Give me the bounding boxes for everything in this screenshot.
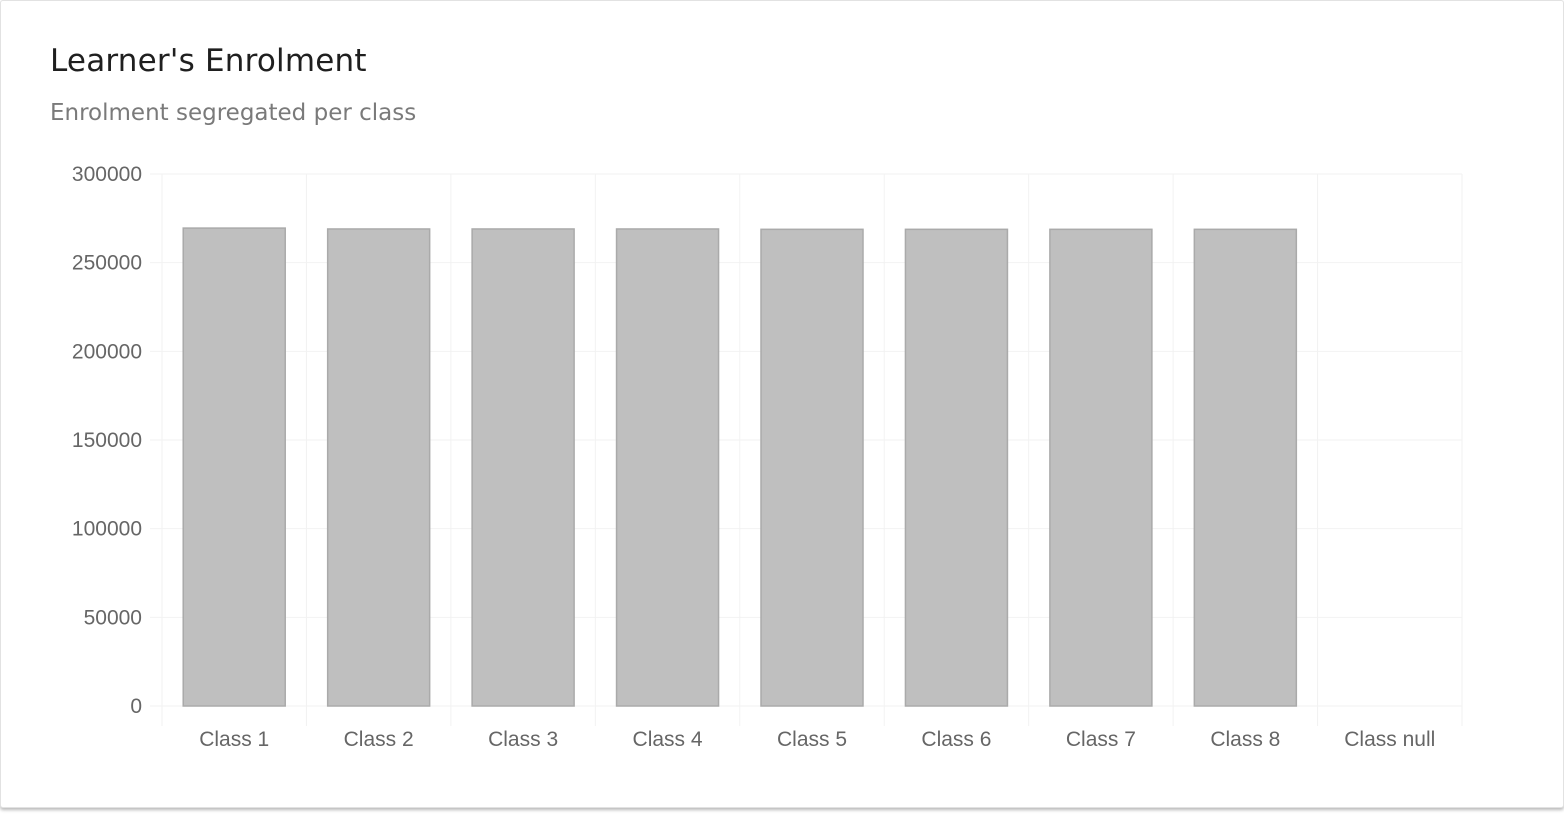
bar-class-2[interactable] [326,228,431,707]
x-tick-label: Class 4 [633,728,703,751]
chart-title: Learner's Enrolment [50,43,367,79]
bar-class-7[interactable] [1049,228,1153,707]
bar-class-6[interactable] [904,228,1009,707]
x-tick-label: Class 5 [777,728,847,751]
bar-class-4[interactable] [615,228,720,707]
y-tick-label: 200000 [72,340,142,363]
x-axis-ticks: Class 1 Class 2 Class 3 Class 4 Class 5 Class… [199,728,1435,751]
bars [182,227,1298,707]
bar-class-3[interactable] [471,228,575,707]
y-tick-label: 150000 [72,429,142,452]
bar-class-8[interactable] [1193,228,1298,707]
chart-subtitle: Enrolment segregated per class [50,100,417,126]
x-tick-label: Class null [1344,728,1435,751]
x-tick-label: Class 3 [488,728,558,751]
x-tick-label: Class 2 [344,728,414,751]
y-tick-label: 300000 [72,163,142,186]
x-tick-label: Class 7 [1066,728,1136,751]
y-axis-ticks: 0 50000 100000 150000 200000 250000 300000 [72,163,142,718]
bar-class-1[interactable] [182,227,286,707]
y-tick-label: 50000 [84,606,142,629]
bar-class-5[interactable] [760,228,864,707]
y-tick-label: 0 [130,695,142,718]
y-tick-label: 250000 [72,252,142,275]
x-tick-label: Class 1 [199,728,269,751]
x-tick-label: Class 6 [921,728,991,751]
y-tick-label: 100000 [72,518,142,541]
x-tick-label: Class 8 [1210,728,1280,751]
